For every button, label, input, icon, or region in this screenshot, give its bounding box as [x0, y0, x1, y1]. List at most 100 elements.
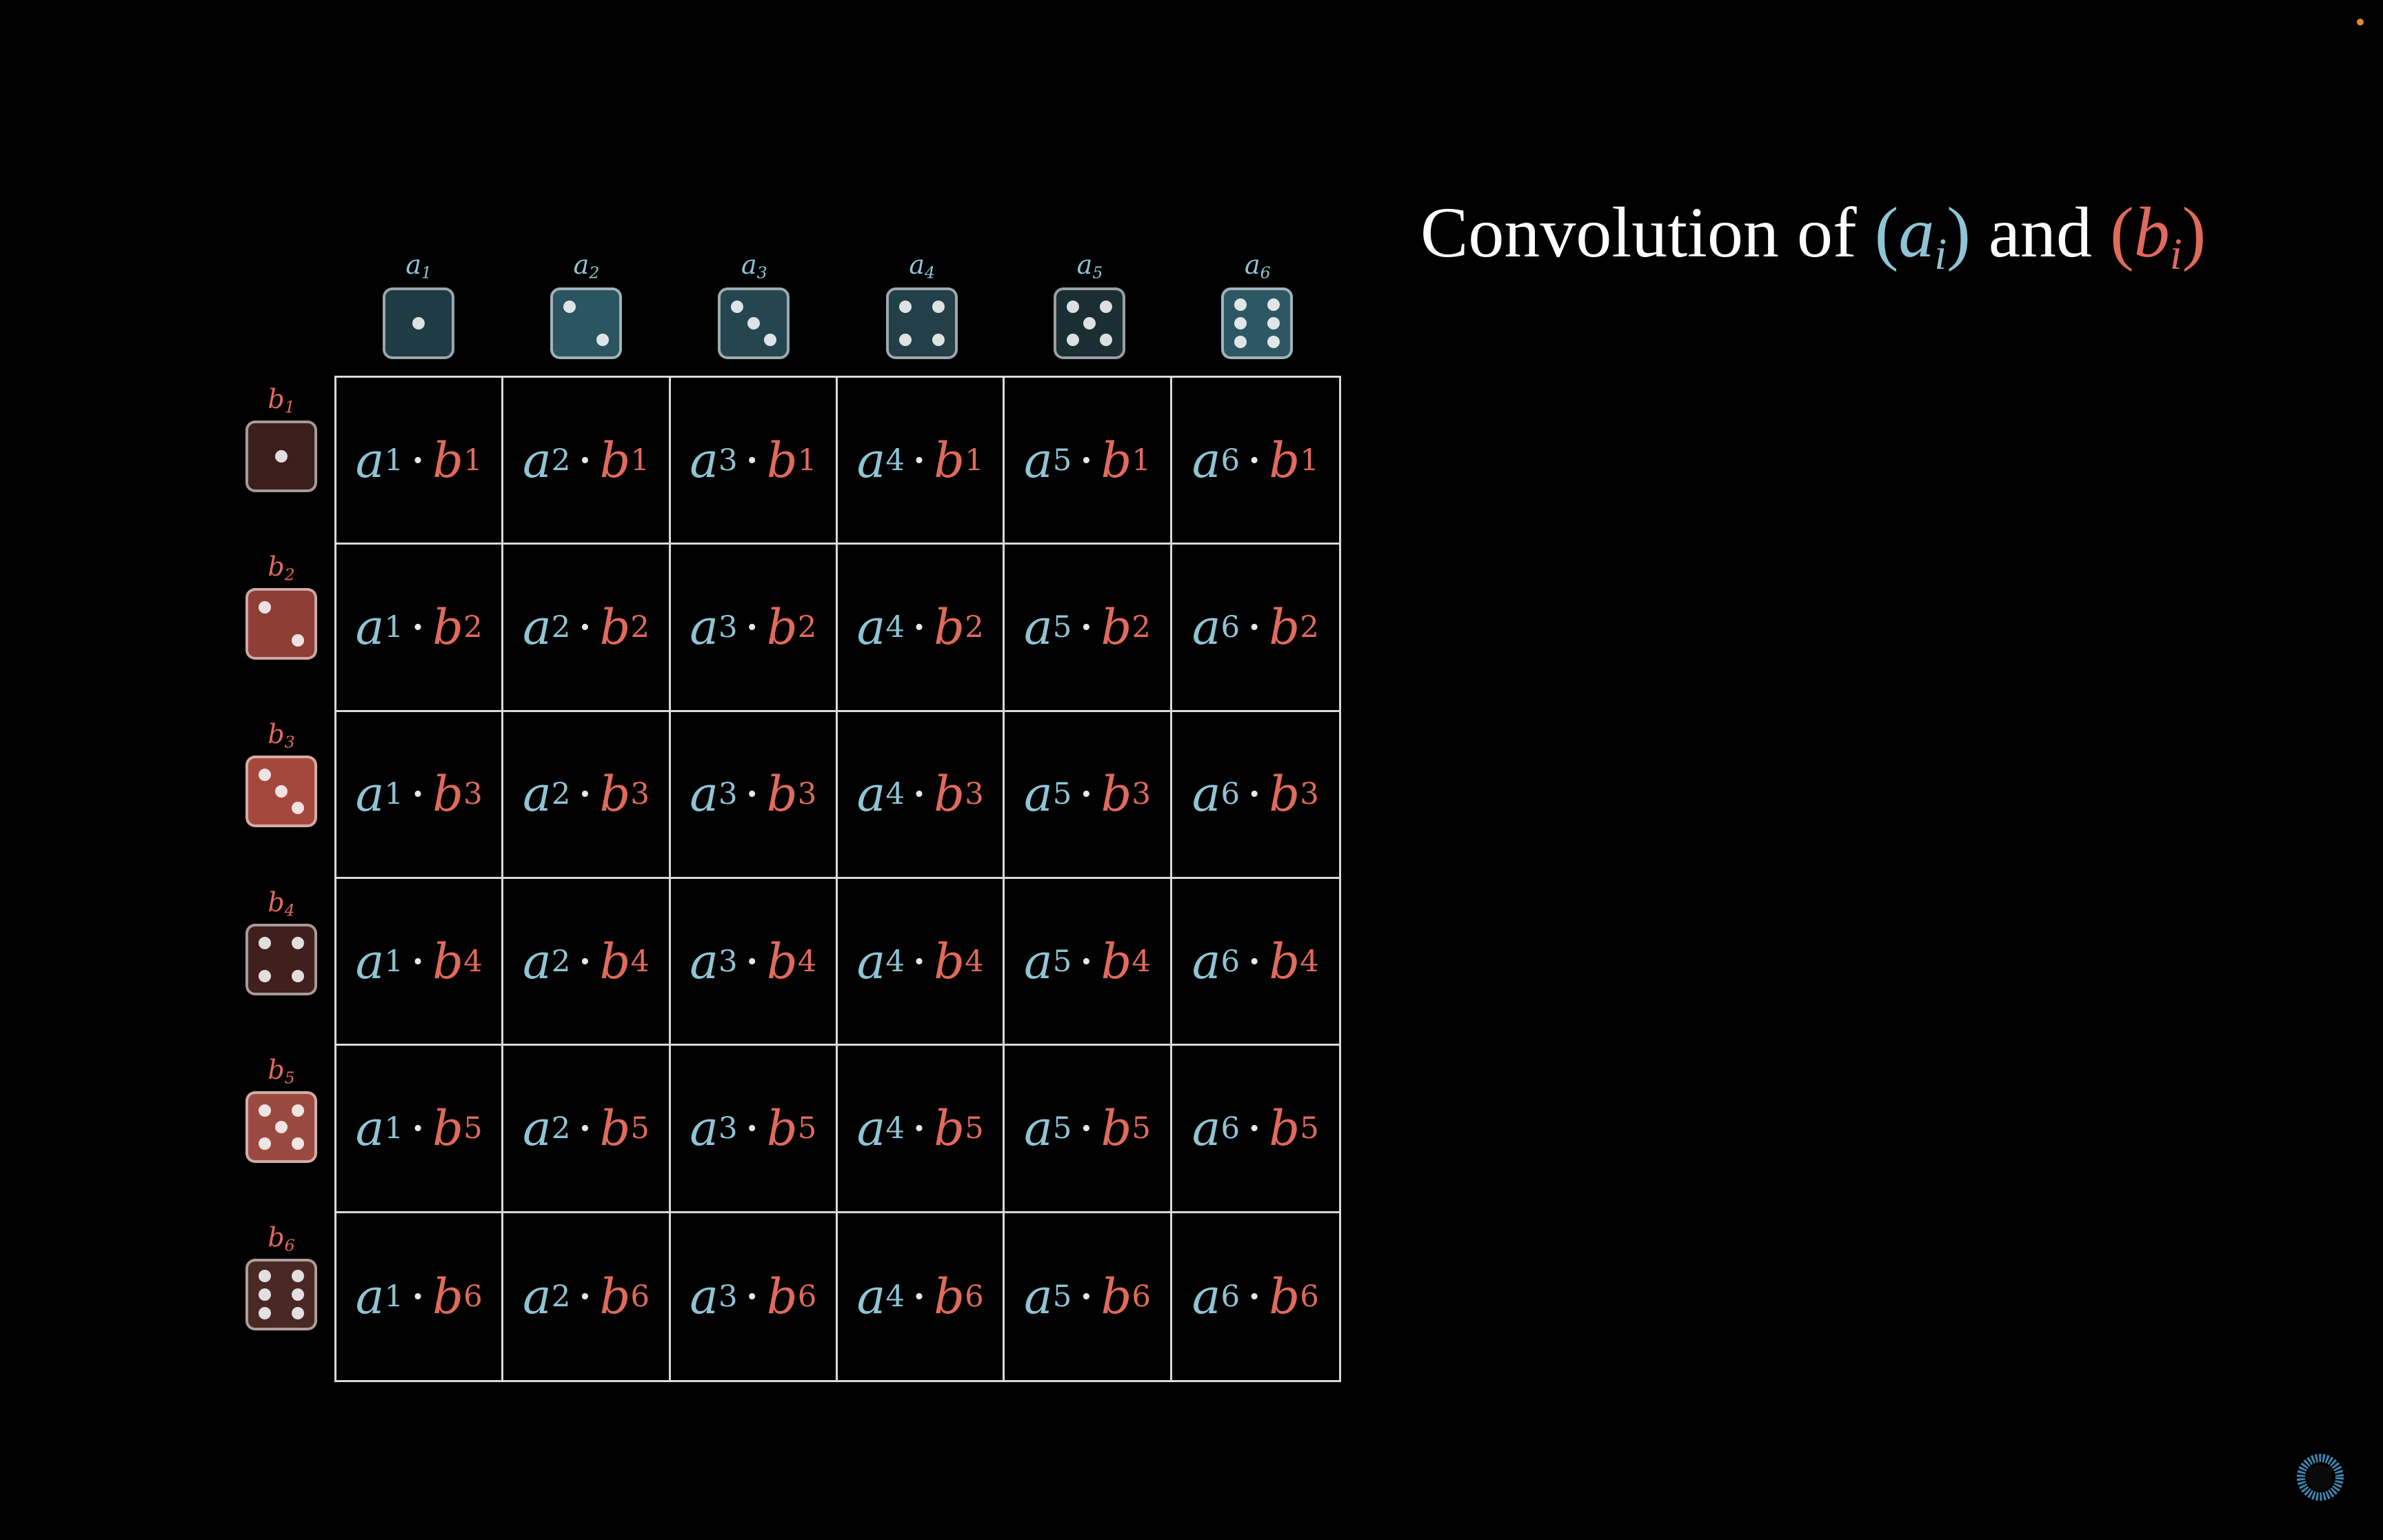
cell-b-base: b — [766, 598, 798, 656]
title-open-b: ( — [2110, 193, 2134, 272]
column-label-a4-base: a — [909, 250, 925, 280]
cell-operator: · — [1247, 432, 1263, 489]
cell-operator: · — [1247, 1100, 1263, 1157]
cell-b-base: b — [934, 1100, 965, 1157]
cell-operator: · — [1078, 933, 1094, 990]
die-a-face-6 — [1221, 287, 1294, 359]
grid-cell-a4-b5: a 4 · b 5 — [837, 1046, 1005, 1213]
cell-operator: · — [1078, 1100, 1094, 1157]
row-label-b6: b6 — [247, 1222, 316, 1253]
grid-cell-a1-b3: a 1 · b 3 — [336, 711, 504, 879]
cell-a-base: a — [690, 432, 719, 489]
die-pip — [1234, 335, 1247, 348]
grid-cell-a1-b4: a 1 · b 4 — [336, 878, 504, 1046]
row-label-b2-sub: 2 — [284, 565, 295, 585]
title-prefix: Convolution of — [1420, 193, 1875, 272]
cell-b-base: b — [766, 432, 798, 489]
row-label-b4-sub: 4 — [284, 900, 295, 920]
cell-b-base: b — [1100, 598, 1132, 656]
cell-b-base: b — [1269, 933, 1300, 990]
cell-operator: · — [1078, 766, 1094, 823]
die-pip — [1267, 317, 1280, 330]
die-pip — [1066, 301, 1079, 313]
cell-b-base: b — [1269, 766, 1300, 823]
cell-b-base: b — [1100, 933, 1132, 990]
die-b-face-5 — [245, 1091, 317, 1163]
cell-operator: · — [911, 1100, 927, 1157]
cell-a-base: a — [1192, 933, 1221, 990]
cell-a-base: a — [522, 1100, 552, 1157]
cell-operator: · — [410, 933, 426, 990]
grid-cell-a3-b4: a 3 · b 4 — [670, 878, 838, 1046]
cell-a-base: a — [1192, 432, 1221, 489]
grid-cell-a6-b6: a 6 · b 6 — [1192, 1268, 1319, 1325]
cell-operator: · — [911, 766, 927, 823]
cell-a-base: a — [522, 1268, 552, 1325]
grid-cell-a6-b3: a 6 · b 3 — [1172, 712, 1339, 879]
cell-b-base: b — [599, 933, 631, 990]
grid-cell-a2-b2: a 2 · b 2 — [503, 545, 671, 712]
column-label-a1-sub: 1 — [421, 263, 432, 283]
die-pip — [764, 334, 777, 346]
cell-operator: · — [911, 933, 927, 990]
column-label-a5-base: a — [1076, 250, 1093, 280]
cell-operator: · — [1078, 598, 1094, 656]
cell-b-base: b — [599, 432, 631, 489]
grid-cell-a2-b1: a 2 · b 1 — [503, 378, 671, 545]
cell-a-base: a — [522, 766, 552, 823]
column-label-a2-sub: 2 — [589, 263, 600, 283]
cell-operator: · — [744, 432, 760, 489]
grid-cell-a4-b6: a 4 · b 6 — [838, 1213, 1005, 1380]
row-label-b4: b4 — [247, 887, 316, 918]
cell-b-base: b — [599, 598, 631, 656]
grid-cell-a6-b5: a 6 · b 5 — [1172, 1046, 1339, 1213]
cell-b-base: b — [599, 1268, 631, 1325]
grid-cell-a2-b5: a 2 · b 5 — [503, 1046, 671, 1213]
cell-b-base: b — [766, 1268, 798, 1325]
grid-cell-a4-b2: a 4 · b 2 — [837, 545, 1005, 712]
cell-a-base: a — [1023, 933, 1053, 990]
grid-cell-a1-b6: a 1 · b 6 — [336, 1213, 504, 1380]
row-label-b1-sub: 1 — [284, 397, 295, 417]
row-label-b3: b3 — [247, 719, 316, 752]
status-dot-icon — [2357, 19, 2364, 26]
cell-b-base: b — [934, 598, 965, 656]
cell-b-base: b — [934, 933, 965, 990]
grid-cell-a2-b6: a 2 · b 6 — [503, 1213, 671, 1380]
product-grid: a 1 · b 1 a 2 · b 1 a 3 · b 1 a 4 · b 1 a 5 · b 1 a 6 · b 1 a 1 · b 2 a 2 · b 2… — [334, 376, 1341, 1382]
die-pip — [259, 1270, 271, 1283]
die-b-face-2 — [245, 587, 317, 660]
row-label-b5-sub: 5 — [284, 1068, 295, 1088]
cell-operator: · — [577, 598, 593, 656]
cell-b-base: b — [432, 766, 464, 823]
cell-b-base: b — [1269, 432, 1300, 489]
cell-a-base: a — [856, 766, 886, 823]
row-label-b1-base: b — [268, 383, 285, 414]
die-pip — [259, 1137, 271, 1150]
cell-operator: · — [1078, 432, 1094, 489]
grid-cell-a4-b4: a 4 · b 4 — [837, 878, 1005, 1046]
die-pip — [292, 1270, 304, 1283]
die-a-face-4 — [885, 287, 958, 359]
loading-spinner-icon — [2297, 1454, 2344, 1501]
cell-operator: · — [410, 598, 426, 656]
die-b-face-4 — [245, 923, 317, 995]
die-pip — [292, 1104, 304, 1117]
die-pip — [898, 301, 912, 313]
row-label-b3-sub: 3 — [284, 732, 295, 752]
cell-operator: · — [911, 598, 927, 656]
cell-a-base: a — [355, 1100, 385, 1157]
column-label-a5-sub: 5 — [1092, 263, 1103, 283]
grid-cell-a5-b6: a 5 · b 6 — [1005, 1213, 1172, 1380]
cell-a-base: a — [856, 1100, 886, 1157]
grid-cell-a6-b4: a 6 · b 4 — [1172, 879, 1339, 1046]
grid-cell-a3-b5: a 3 · b 5 — [670, 1046, 838, 1213]
cell-b-base: b — [599, 766, 631, 823]
cell-a-base: a — [522, 933, 552, 990]
column-label-a6-sub: 6 — [1260, 263, 1271, 283]
row-label-b6-base: b — [268, 1222, 285, 1253]
die-pip — [292, 1137, 304, 1150]
cell-b-base: b — [1269, 598, 1300, 656]
die-pip — [932, 334, 945, 346]
die-b-face-3 — [245, 756, 317, 828]
